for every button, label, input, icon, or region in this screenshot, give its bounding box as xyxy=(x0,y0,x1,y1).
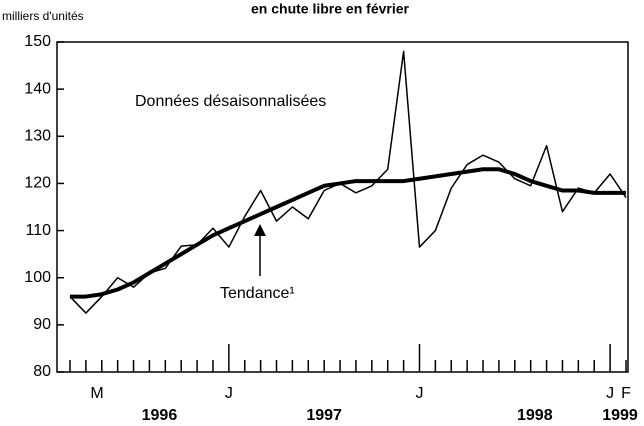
x-tick-label: M xyxy=(90,385,103,402)
y-tick-label: 120 xyxy=(24,175,51,192)
arrow-head xyxy=(254,224,266,236)
y-tick-label: 150 xyxy=(24,33,51,50)
x-tick-label: J xyxy=(606,385,614,402)
y-axis-label: milliers d'unités xyxy=(2,9,84,23)
data-line xyxy=(69,50,627,314)
y-tick-label: 110 xyxy=(25,222,51,239)
plot-frame xyxy=(56,41,629,373)
y-tick-label: 130 xyxy=(24,128,51,145)
chart-title: en chute libre en février xyxy=(251,1,409,17)
series-annotation: Tendance¹ xyxy=(220,285,295,302)
year-label: 1997 xyxy=(306,407,342,424)
year-label: 1999 xyxy=(602,407,638,424)
y-tick-label: 100 xyxy=(24,269,51,286)
year-label: 1996 xyxy=(142,407,178,424)
y-tick-label: 140 xyxy=(24,80,51,97)
x-tick-label: J xyxy=(225,385,233,402)
series-annotation: Données désaisonnalisées xyxy=(135,93,326,110)
y-tick-label: 80 xyxy=(33,363,51,380)
x-tick-label: F xyxy=(621,385,631,402)
y-tick-label: 90 xyxy=(33,316,51,333)
year-label: 1998 xyxy=(517,407,553,424)
x-tick-label: J xyxy=(415,385,423,402)
trend-line xyxy=(70,167,626,299)
